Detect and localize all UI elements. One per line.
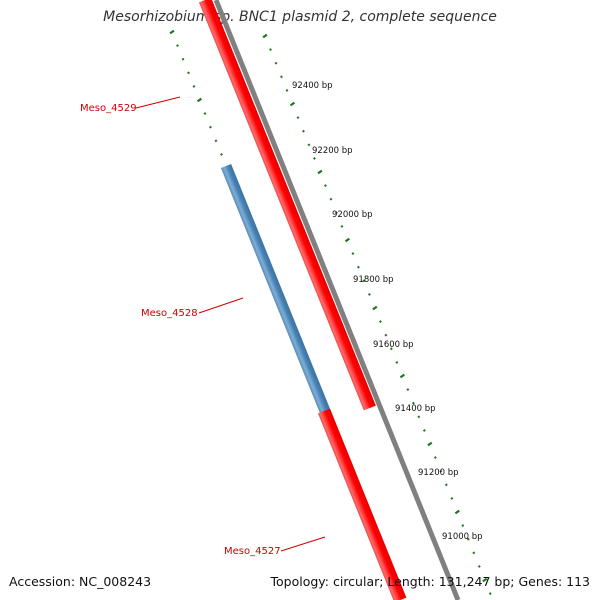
gene-label-leader	[280, 536, 326, 552]
map-title: Mesorhizobium sp. BNC1 plasmid 2, comple…	[103, 9, 497, 25]
gene-label[interactable]: Meso_4528	[141, 308, 198, 319]
gene-arrow-body[interactable]	[317, 408, 407, 600]
gene-arrow-body[interactable]	[198, 0, 376, 411]
tick-label: 91800 bp	[353, 275, 394, 285]
tick-label: 92000 bp	[332, 210, 373, 220]
tick-label: 92200 bp	[312, 146, 353, 156]
gene-label-leader	[198, 297, 244, 314]
gene-label[interactable]: Meso_4529	[80, 103, 137, 114]
gene-label-leader	[135, 96, 181, 109]
backbone-line	[213, 0, 461, 600]
tick-label: 91400 bp	[395, 404, 436, 414]
topology-summary: Topology: circular; Length: 131,247 bp; …	[270, 574, 591, 589]
gene-meso-4528[interactable]	[220, 163, 332, 417]
gene-arrow-body[interactable]	[220, 163, 332, 417]
tick-label: 91000 bp	[442, 532, 483, 542]
outer-tick-track	[262, 33, 492, 596]
accession-text: Accession: NC_008243	[9, 574, 152, 589]
tick-label: 91200 bp	[418, 468, 459, 478]
gene-meso-4529[interactable]	[198, 0, 376, 411]
gene-meso-4527[interactable]	[317, 408, 407, 600]
gene-label[interactable]: Meso_4527	[224, 546, 281, 557]
tick-label: 92400 bp	[292, 81, 333, 91]
tick-label: 91600 bp	[373, 340, 414, 350]
